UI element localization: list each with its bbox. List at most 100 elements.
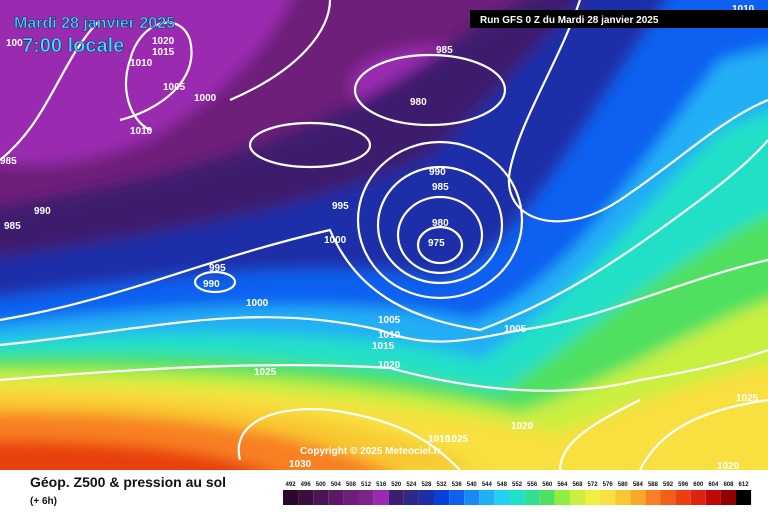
isobar — [376, 165, 504, 285]
isobar-label: 1010 — [130, 126, 153, 137]
isobar — [356, 140, 524, 300]
scale-label: 516 — [376, 482, 387, 488]
scale-swatch — [418, 490, 434, 505]
isobar — [248, 121, 372, 169]
isobar-label: 980 — [410, 97, 427, 108]
scale-label: 548 — [497, 482, 508, 488]
isobar-label: 975 — [428, 238, 445, 249]
isobar-label: 1010 — [428, 434, 451, 445]
isobar — [0, 139, 768, 332]
isobar-label: 100 — [6, 38, 23, 49]
isobar-label: 995 — [209, 263, 226, 274]
scale-label: 496 — [301, 482, 312, 488]
date-label: Mardi 28 janvier 2025 — [14, 15, 175, 32]
scale-label: 564 — [557, 482, 568, 488]
isobar — [229, 0, 768, 223]
scale-swatch — [509, 490, 525, 505]
isobar-label: 980 — [432, 218, 449, 229]
scale-swatch — [630, 490, 646, 505]
scale-label: 544 — [482, 482, 493, 488]
scale-swatch — [388, 490, 404, 505]
scale-label: 520 — [391, 482, 402, 488]
isobar-label: 1005 — [378, 315, 401, 326]
scale-swatch — [524, 490, 540, 505]
scale-swatch — [615, 490, 631, 505]
isobar-label: 1010 — [378, 330, 401, 341]
scale-swatch — [479, 490, 495, 505]
isobar-label: 1020 — [511, 421, 534, 432]
band — [0, 0, 292, 166]
scale-swatch — [736, 490, 752, 505]
isobar — [558, 398, 768, 470]
isobar-labels: 100 1020101510101005100010109859809859909… — [0, 4, 759, 470]
isobar-label: 985 — [436, 45, 453, 56]
map: 100 1020101510101005100010109859809859909… — [0, 0, 768, 470]
isobar-label: 1015 — [152, 47, 175, 58]
scale-label: 492 — [286, 482, 297, 488]
isobar — [416, 225, 464, 265]
scale-label: 560 — [542, 482, 553, 488]
scale-swatch — [313, 490, 329, 505]
scale-label: 524 — [406, 482, 417, 488]
scale-label: 532 — [437, 482, 448, 488]
scale-label: 552 — [512, 482, 523, 488]
scale-swatch — [600, 490, 616, 505]
scale-label: 500 — [316, 482, 327, 488]
scale-swatch — [298, 490, 314, 505]
scale-swatch — [328, 490, 344, 505]
scale-swatch — [449, 490, 465, 505]
isobar-label: 985 — [432, 182, 449, 193]
isobar-label: 1020 — [152, 36, 175, 47]
scale-label: 600 — [693, 482, 704, 488]
run-box — [470, 10, 768, 28]
scale-swatch — [720, 490, 736, 505]
time-label: 7:00 locale — [22, 35, 124, 57]
scale-label: 576 — [603, 482, 614, 488]
scale-swatch — [675, 490, 691, 505]
scale-swatch — [494, 490, 510, 505]
isobar — [0, 348, 768, 392]
scale-swatch — [373, 490, 389, 505]
isobar — [0, 19, 193, 161]
scale-swatch — [554, 490, 570, 505]
scale-label: 592 — [663, 482, 674, 488]
isobar-label: 990 — [34, 206, 51, 217]
isobar-label: 1015 — [372, 341, 395, 352]
isobar — [353, 53, 507, 127]
copyright: Copyright © 2025 Meteociel.fr — [300, 446, 441, 457]
isobar-label: 1025 — [254, 367, 277, 378]
isobar-label: 990 — [429, 167, 446, 178]
isobar-label: 985 — [0, 156, 17, 167]
isobar-label: 1030 — [289, 459, 312, 470]
run-label: Run GFS 0 Z du Mardi 28 janvier 2025 — [480, 15, 659, 26]
scale-label: 580 — [618, 482, 629, 488]
isobar — [396, 195, 484, 275]
scale-label: 568 — [572, 482, 583, 488]
scale-swatch — [343, 490, 359, 505]
isobar-label: 1025 — [446, 434, 469, 445]
scale-label: 540 — [467, 482, 478, 488]
scale-label: 528 — [421, 482, 432, 488]
scale-label: 572 — [588, 482, 599, 488]
field-bands — [0, 0, 768, 470]
scale-swatch — [569, 490, 585, 505]
scale-label: 536 — [452, 482, 463, 488]
scale-swatch — [660, 490, 676, 505]
isobar — [237, 408, 461, 470]
scale-label: 596 — [678, 482, 689, 488]
scale-swatch — [403, 490, 419, 505]
scale-swatch — [585, 490, 601, 505]
scale-label: 584 — [633, 482, 644, 488]
scale-swatch — [705, 490, 721, 505]
scale-label: 556 — [527, 482, 538, 488]
band — [0, 440, 265, 470]
scale-swatch — [464, 490, 480, 505]
isobar-label: 995 — [332, 201, 349, 212]
scale-label: 604 — [708, 482, 719, 488]
lead-time: (+ 6h) — [30, 496, 57, 507]
scale-swatch — [434, 490, 450, 505]
isobars — [0, 0, 768, 470]
scale-swatch — [645, 490, 661, 505]
scale-swatch — [690, 490, 706, 505]
